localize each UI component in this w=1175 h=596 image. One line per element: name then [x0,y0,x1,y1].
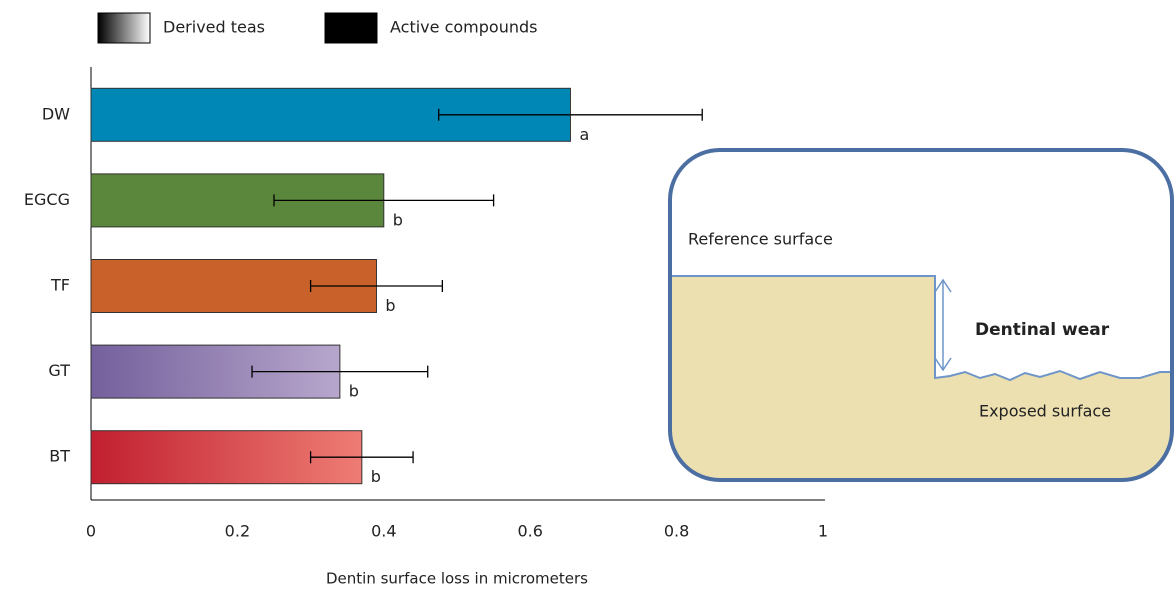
significance-label: b [393,210,403,229]
legend-label: Active compounds [390,18,537,37]
y-tick-label: GT [48,361,70,380]
x-tick-label: 1 [818,522,828,541]
x-tick-label: 0.4 [371,522,396,541]
y-tick-label: BT [49,447,70,466]
legend-label: Derived teas [163,18,265,37]
diagram: Reference surface Dentinal wear Exposed … [670,150,1175,480]
x-tick-label: 0.8 [664,522,689,541]
y-tick-label: TF [50,276,70,295]
x-tick-label: 0.6 [517,522,542,541]
reference-label: Reference surface [688,230,833,249]
x-axis-label: Dentin surface loss in micrometers [326,570,588,588]
significance-label: b [349,382,359,401]
legend-swatch [98,13,150,43]
x-tick-label: 0 [86,522,96,541]
exposed-label: Exposed surface [979,402,1111,421]
y-tick-label: EGCG [24,190,70,209]
significance-label: b [371,467,381,486]
chart: Reference surface Dentinal wear Exposed … [0,0,1175,592]
significance-label: b [385,296,395,315]
wear-label: Dentinal wear [975,320,1110,340]
legend-swatch [325,13,377,43]
y-tick-label: DW [42,104,70,123]
x-tick-label: 0.2 [225,522,250,541]
significance-label: a [580,125,590,144]
